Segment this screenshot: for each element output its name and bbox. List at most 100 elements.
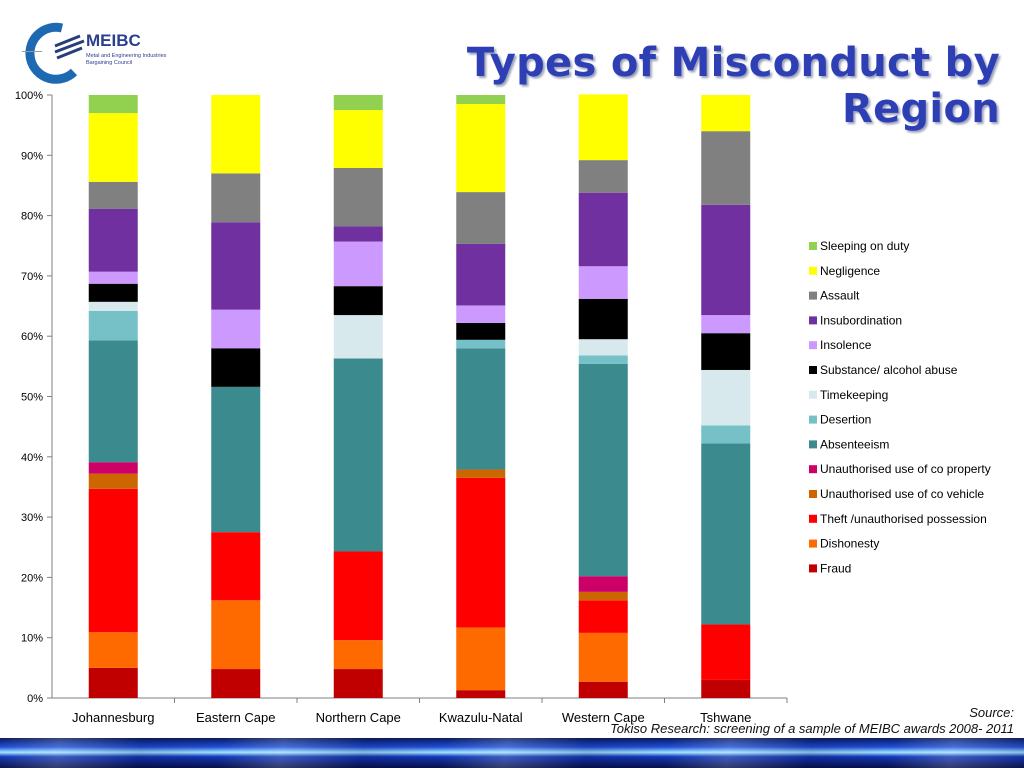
- source-label: Source:: [969, 705, 1014, 720]
- y-tick-label: 30%: [21, 512, 43, 524]
- bar-segment: [456, 305, 506, 323]
- y-tick-label: 70%: [21, 271, 43, 283]
- legend-swatch: [809, 440, 817, 449]
- y-tick-label: 60%: [21, 331, 43, 343]
- legend-swatch: [809, 341, 817, 350]
- bar-segment: [333, 110, 383, 168]
- legend-swatch: [809, 366, 817, 374]
- bar-segment: [701, 95, 751, 132]
- bar-segment: [578, 94, 628, 161]
- bar-segment: [456, 95, 506, 105]
- bar-segment: [456, 627, 506, 691]
- y-tick-label: 20%: [21, 572, 43, 584]
- bar-segment: [211, 386, 261, 533]
- legend-label: Insolence: [820, 338, 872, 352]
- y-tick-label: 40%: [21, 452, 43, 464]
- bar-segment: [88, 208, 138, 272]
- legend-label: Insubordination: [820, 313, 902, 327]
- x-tick-label: Johannesburg: [72, 710, 154, 725]
- bar-segment: [88, 632, 138, 668]
- bar-segment: [211, 95, 261, 174]
- bar-segment: [211, 532, 261, 601]
- x-tick-label: Tshwane: [700, 710, 751, 725]
- bar-segment: [456, 469, 506, 478]
- bar-segment: [333, 551, 383, 641]
- bar-segment: [578, 632, 628, 682]
- bar-segment: [578, 355, 628, 364]
- bar-segment: [701, 369, 751, 426]
- logo-subtitle-line-2: Bargaining Council: [86, 60, 132, 66]
- legend-label: Substance/ alcohol abuse: [820, 363, 958, 377]
- legend-swatch: [809, 539, 817, 548]
- bar-segment: [88, 310, 138, 341]
- logo-wordmark: MEIBC: [86, 31, 141, 50]
- bar-segment: [211, 669, 261, 698]
- bar-segment: [88, 95, 138, 114]
- bar-segment: [333, 358, 383, 552]
- bar-segment: [578, 339, 628, 356]
- legend-label: Absenteeism: [820, 437, 889, 451]
- bar-segment: [456, 690, 506, 698]
- bar-segment: [578, 681, 628, 698]
- x-tick-label: Kwazulu-Natal: [439, 710, 523, 725]
- bar-segment: [701, 425, 751, 444]
- bar-segment: [578, 363, 628, 577]
- legend-label: Desertion: [820, 413, 871, 427]
- legend-label: Unauthorised use of co property: [820, 462, 991, 476]
- legend-label: Dishonesty: [820, 537, 879, 551]
- slide-title: Types of Misconduct by Region: [466, 40, 1000, 132]
- bar-segment: [578, 192, 628, 267]
- bar-segment: [701, 679, 751, 698]
- bar-segment: [211, 348, 261, 387]
- bar-segment: [88, 473, 138, 489]
- bar-segment: [456, 104, 506, 193]
- bar-segment: [456, 322, 506, 340]
- bar-segment: [88, 667, 138, 698]
- legend-swatch: [809, 291, 817, 300]
- bar-segment: [88, 283, 138, 302]
- bar-segment: [333, 167, 383, 227]
- legend-label: Unauthorised use of co vehicle: [820, 487, 984, 501]
- bar-segment: [701, 443, 751, 625]
- x-tick-label: Northern Cape: [316, 710, 401, 725]
- legend-swatch: [809, 465, 817, 474]
- legend-swatch: [809, 242, 817, 250]
- bar-segment: [88, 271, 138, 284]
- legend-swatch: [809, 514, 817, 523]
- bar-segment: [701, 131, 751, 205]
- bar-segment: [701, 315, 751, 334]
- bar-segment: [88, 462, 138, 474]
- legend-label: Fraud: [820, 561, 851, 575]
- legend-swatch: [809, 564, 817, 573]
- bar-segment: [211, 173, 261, 223]
- bar-segment: [333, 241, 383, 287]
- y-tick-label: 100%: [15, 90, 43, 102]
- bar-segment: [456, 192, 506, 244]
- legend-swatch: [809, 415, 817, 424]
- legend-label: Sleeping on duty: [820, 239, 909, 253]
- stacked-bar-chart: 0% 10% 20% 30% 40% 50% 60% 70% 80% 90% 100% Johanne…: [15, 90, 991, 725]
- bar-segment: [333, 226, 383, 242]
- bar-segment: [211, 222, 261, 310]
- bar-segment: [578, 266, 628, 299]
- y-tick-label: 0%: [27, 693, 43, 705]
- bar-segment: [333, 95, 383, 111]
- legend-swatch: [809, 390, 817, 399]
- bar-segment: [701, 333, 751, 370]
- legend-swatch: [809, 266, 817, 275]
- bar-segment: [456, 477, 506, 628]
- bar-segment: [333, 286, 383, 316]
- meibc-logo: MEIBC Metal and Engineering Industries B…: [22, 22, 182, 84]
- logo-rule: [22, 51, 42, 52]
- bar-segment: [578, 160, 628, 193]
- bar-segment: [701, 624, 751, 680]
- legend-label: Assault: [820, 289, 860, 303]
- logo-subtitle-line-1: Metal and Engineering Industries: [86, 53, 167, 59]
- bar-segment: [333, 640, 383, 670]
- bar-segment: [456, 348, 506, 470]
- bar-segment: [333, 315, 383, 359]
- bar-segment: [456, 339, 506, 349]
- bar-segment: [88, 340, 138, 463]
- source-citation: Tokiso Research: screening of a sample o…: [610, 721, 1014, 736]
- legend-label: Theft /unauthorised possession: [820, 512, 987, 526]
